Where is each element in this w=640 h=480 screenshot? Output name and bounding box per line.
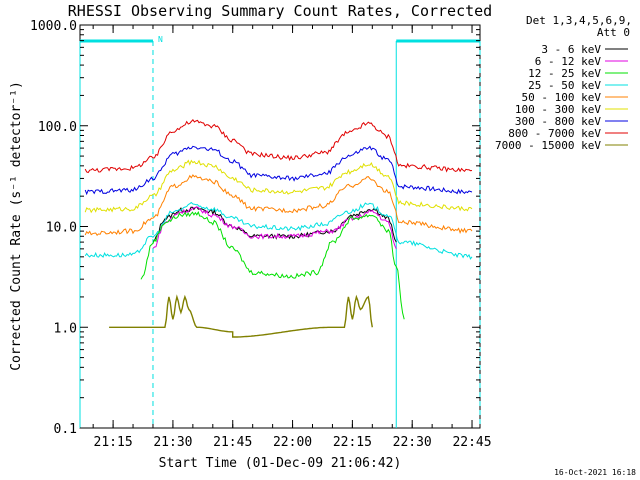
legend-label-1: 6 - 12 keV	[535, 55, 602, 68]
legend-header-line-1: Det 1,3,4,5,6,9,	[526, 14, 632, 27]
series-line-7	[84, 119, 473, 174]
x-tick-label-6: 22:45	[452, 435, 491, 450]
series-layer	[84, 119, 473, 338]
series-line-0	[152, 206, 397, 243]
legend-label-6: 300 - 800 keV	[515, 115, 601, 128]
x-tick-label-4: 22:15	[333, 435, 372, 450]
legend-label-8: 7000 - 15000 keV	[495, 139, 601, 152]
series-line-8	[109, 294, 373, 338]
legend-label-5: 100 - 300 keV	[515, 103, 601, 116]
series-line-4	[84, 174, 473, 236]
x-tick-label-2: 21:45	[213, 435, 252, 450]
timestamp: 16-Oct-2021 16:18	[554, 468, 636, 477]
legend-label-4: 50 - 100 keV	[522, 91, 602, 104]
axes: 1000.0 100.0 10.0 1.0 0.1 21:15 21:30 21:45 22:0…	[30, 19, 492, 450]
series-line-5	[84, 159, 473, 214]
series-line-3	[84, 201, 473, 260]
legend-label-3: 25 - 50 keV	[528, 79, 601, 92]
x-tick-label-5: 22:30	[393, 435, 432, 450]
night-marker-label: N	[158, 35, 163, 44]
series-line-2	[140, 211, 405, 320]
x-tick-label-1: 21:30	[153, 435, 192, 450]
y-tick-label-4: 0.1	[54, 422, 77, 437]
legend-label-7: 800 - 7000 keV	[508, 127, 601, 140]
legend-label-2: 12 - 25 keV	[528, 67, 601, 80]
x-axis-label: Start Time (01-Dec-09 21:06:42)	[159, 456, 402, 471]
series-line-6	[84, 145, 473, 196]
y-axis-label: Corrected Count Rate (s⁻¹ detector⁻¹)	[9, 81, 24, 371]
y-tick-label-2: 10.0	[46, 221, 77, 236]
y-tick-label-0: 1000.0	[30, 19, 77, 34]
y-tick-label-1: 100.0	[38, 120, 77, 135]
plot-area: 1000.0 100.0 10.0 1.0 0.1 21:15 21:30 21:45 22:0…	[30, 19, 492, 450]
legend-header-line-2: Att 0	[597, 26, 630, 39]
y-tick-label-3: 1.0	[54, 321, 77, 336]
legend-label-0: 3 - 6 keV	[541, 43, 601, 56]
chart-title: RHESSI Observing Summary Count Rates, Co…	[68, 2, 492, 20]
x-tick-label-3: 22:00	[273, 435, 312, 450]
plot-frame	[79, 24, 481, 429]
x-tick-label-0: 21:15	[94, 435, 133, 450]
